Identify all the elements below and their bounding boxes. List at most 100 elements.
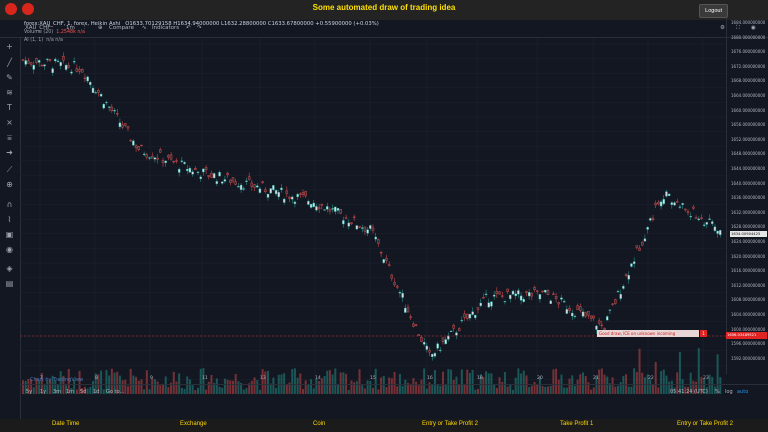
pen-icon[interactable]: ✎ [6, 73, 13, 82]
range-1y[interactable]: 1y [40, 389, 47, 395]
volume-bar [86, 388, 89, 394]
ai-label: AI (1, 1) [24, 38, 44, 43]
trendline-icon[interactable]: ╱ [7, 58, 12, 67]
symbol-selector[interactable]: XAU_CHF [25, 25, 51, 31]
volume-bar [660, 371, 663, 394]
candle [37, 60, 41, 63]
volume-bar [501, 381, 504, 394]
redo-icon[interactable]: ↷ [197, 25, 202, 31]
volume-bar [436, 384, 439, 394]
candle [336, 208, 340, 211]
eye-icon[interactable]: ◉ [6, 245, 13, 254]
volume-bar [533, 381, 536, 394]
volume-bar [517, 368, 520, 394]
volume-bar [474, 389, 477, 394]
candle [492, 294, 496, 297]
interval-selector[interactable]: 1m [66, 25, 75, 31]
price-tick: 1660.000000000 [731, 107, 766, 113]
layers-icon[interactable]: ◈ [6, 264, 13, 273]
volume-bar [600, 368, 603, 394]
candle [632, 261, 636, 264]
lock-draw-icon[interactable]: ⌇ [7, 215, 12, 224]
candle [253, 184, 256, 188]
chart-type-icon[interactable]: ⫶ [84, 25, 86, 31]
volume-bar [127, 386, 129, 394]
candle [223, 179, 227, 182]
price-axis[interactable]: 1684.000000000 1680.000000000 1676.0000000… [726, 18, 768, 374]
magnet-icon[interactable]: ∩ [6, 200, 13, 209]
volume-bar [24, 380, 27, 394]
percent-toggle[interactable]: % [715, 389, 720, 395]
goto-date-button[interactable]: Go to... [106, 389, 125, 395]
candle [167, 155, 170, 158]
undo-icon[interactable]: ↶ [186, 25, 191, 31]
volume-bar [450, 369, 453, 394]
lock-icon[interactable]: ▣ [5, 230, 14, 239]
volume-bar [678, 351, 681, 394]
indicators-button[interactable]: Indicators [152, 25, 180, 31]
candle [27, 60, 30, 64]
text-icon[interactable]: T [7, 103, 12, 112]
candle [78, 69, 81, 72]
compare-button[interactable]: Compare [109, 25, 134, 31]
volume-bar [641, 372, 644, 394]
price-chart[interactable] [20, 38, 726, 394]
volume-bar [358, 369, 361, 394]
volume-bar [226, 379, 229, 394]
volume-bar [164, 376, 167, 394]
settings-icon[interactable]: ⚙ [720, 25, 725, 31]
volume-bar [530, 385, 533, 394]
pattern-icon[interactable]: ⨯ [6, 118, 13, 127]
candle [705, 222, 709, 225]
time-tick: 16 [427, 376, 433, 381]
volume-bar [635, 372, 638, 394]
volume-bar [415, 381, 418, 394]
range-5d[interactable]: 5d [80, 389, 87, 395]
range-1d[interactable]: 1d [93, 389, 100, 395]
indicators-icon[interactable]: ∿ [142, 25, 147, 31]
volume-bar [102, 389, 105, 394]
logout-button[interactable]: Logout [699, 4, 728, 18]
snapshot-icon[interactable]: ◉ [751, 25, 756, 31]
candle [587, 311, 590, 316]
trash-icon[interactable]: ▤ [5, 279, 14, 288]
arrow-icon[interactable]: ➜ [6, 148, 13, 157]
price-tick: 1596.000000000 [731, 341, 766, 347]
crosshair-icon[interactable]: + [6, 42, 13, 51]
candle [56, 60, 60, 62]
candle [280, 187, 283, 190]
volume-bar [355, 381, 358, 394]
volume-bar [547, 386, 549, 394]
tradingview-watermark[interactable]: Chart by TradingView [30, 377, 84, 383]
candle [355, 225, 359, 230]
utc-time[interactable]: 05:41:24 (UTC) [670, 389, 708, 395]
range-3m[interactable]: 3m [53, 389, 62, 395]
brush-icon[interactable]: ≋ [6, 88, 13, 97]
auto-toggle[interactable]: auto [737, 389, 749, 395]
log-toggle[interactable]: log [725, 389, 733, 395]
candle [581, 311, 585, 317]
volume-bar [94, 373, 97, 394]
candle [530, 293, 534, 297]
fullscreen-icon[interactable]: ⛶ [736, 25, 740, 31]
trade-idea-marker[interactable]: Good draw, ICE on unknown incoming 1 [597, 330, 707, 337]
chart-grid [20, 38, 726, 394]
volume-bar [393, 371, 396, 394]
ruler-icon[interactable]: ⟋ [6, 165, 13, 174]
candle [272, 185, 275, 191]
volume-bar [363, 388, 366, 394]
home-icon[interactable] [22, 3, 34, 15]
volume-bar [487, 373, 490, 394]
price-tick: 1636.000000000 [731, 195, 766, 201]
range-1m[interactable]: 1m [66, 389, 75, 395]
candle [102, 103, 105, 109]
volume-bar [59, 371, 62, 394]
candle [191, 171, 194, 175]
range-5y[interactable]: 5y [26, 389, 33, 395]
zoom-icon[interactable]: ⊕ [6, 180, 13, 189]
fib-icon[interactable]: ⩸ [7, 133, 12, 142]
time-tick: 22 [648, 376, 654, 381]
compare-icon[interactable]: ⊕ [98, 25, 103, 31]
candle [686, 211, 690, 213]
current-price-label: 1634.00904425 [730, 231, 767, 237]
